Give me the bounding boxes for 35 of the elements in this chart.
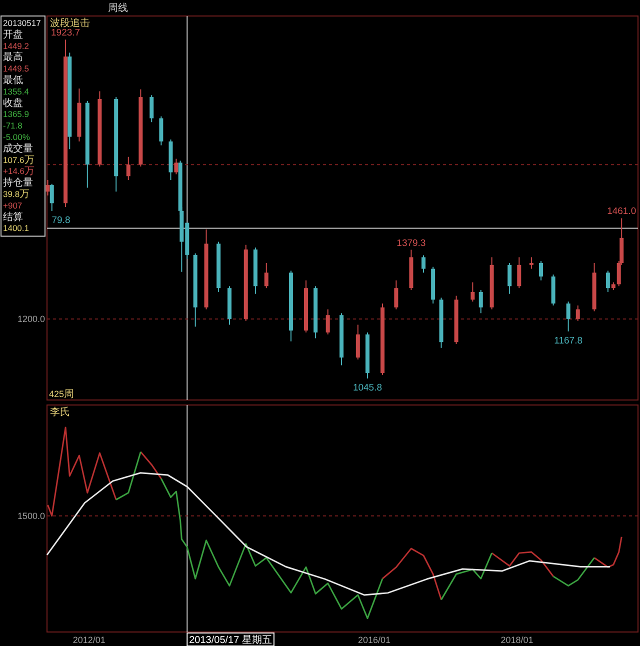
text: 最高	[3, 51, 23, 64]
ref-line-label: 1200.0	[17, 314, 45, 324]
chart-title: 波段追击	[50, 17, 90, 29]
text: -71.8	[3, 120, 23, 131]
x-tick-label: 2012/01	[72, 635, 106, 645]
text: 20130517	[3, 18, 42, 28]
text: 开盘	[3, 28, 23, 40]
annotation: 1379.3	[396, 238, 426, 249]
text: 107.6万	[3, 154, 34, 166]
text: +907	[3, 200, 22, 210]
text: 1449.2	[3, 40, 30, 51]
annotation: 425周	[49, 389, 74, 400]
annotation: 79.8	[52, 214, 70, 226]
text: 1355.4	[3, 86, 30, 96]
text: 持仓量	[3, 176, 33, 189]
text: 39.8万	[3, 189, 30, 200]
annotation: 1045.8	[352, 382, 382, 394]
text: 收盘	[3, 96, 23, 109]
text: 成交量	[3, 142, 33, 154]
ref-line-label: 2013/05/17 星期五	[189, 634, 272, 646]
x-tick-label: 2018/01	[500, 635, 534, 645]
chart-subtitle: 周线	[108, 2, 128, 14]
text: 1449.5	[3, 64, 30, 74]
text: -5.00%	[3, 132, 30, 142]
annotation: 1167.8	[554, 335, 582, 346]
annotation: 1461.0	[607, 206, 636, 218]
text: 最低	[3, 75, 23, 86]
text: 1365.9	[3, 109, 30, 120]
text: 结算	[3, 210, 23, 223]
annotation: 1923.7	[51, 28, 80, 39]
x-tick-label: 2016/01	[358, 635, 391, 645]
text: 1400.1	[3, 223, 30, 234]
text: +14.6万	[3, 166, 35, 178]
text: 1500.0	[17, 510, 45, 521]
chart-title: 李氏	[50, 406, 70, 418]
